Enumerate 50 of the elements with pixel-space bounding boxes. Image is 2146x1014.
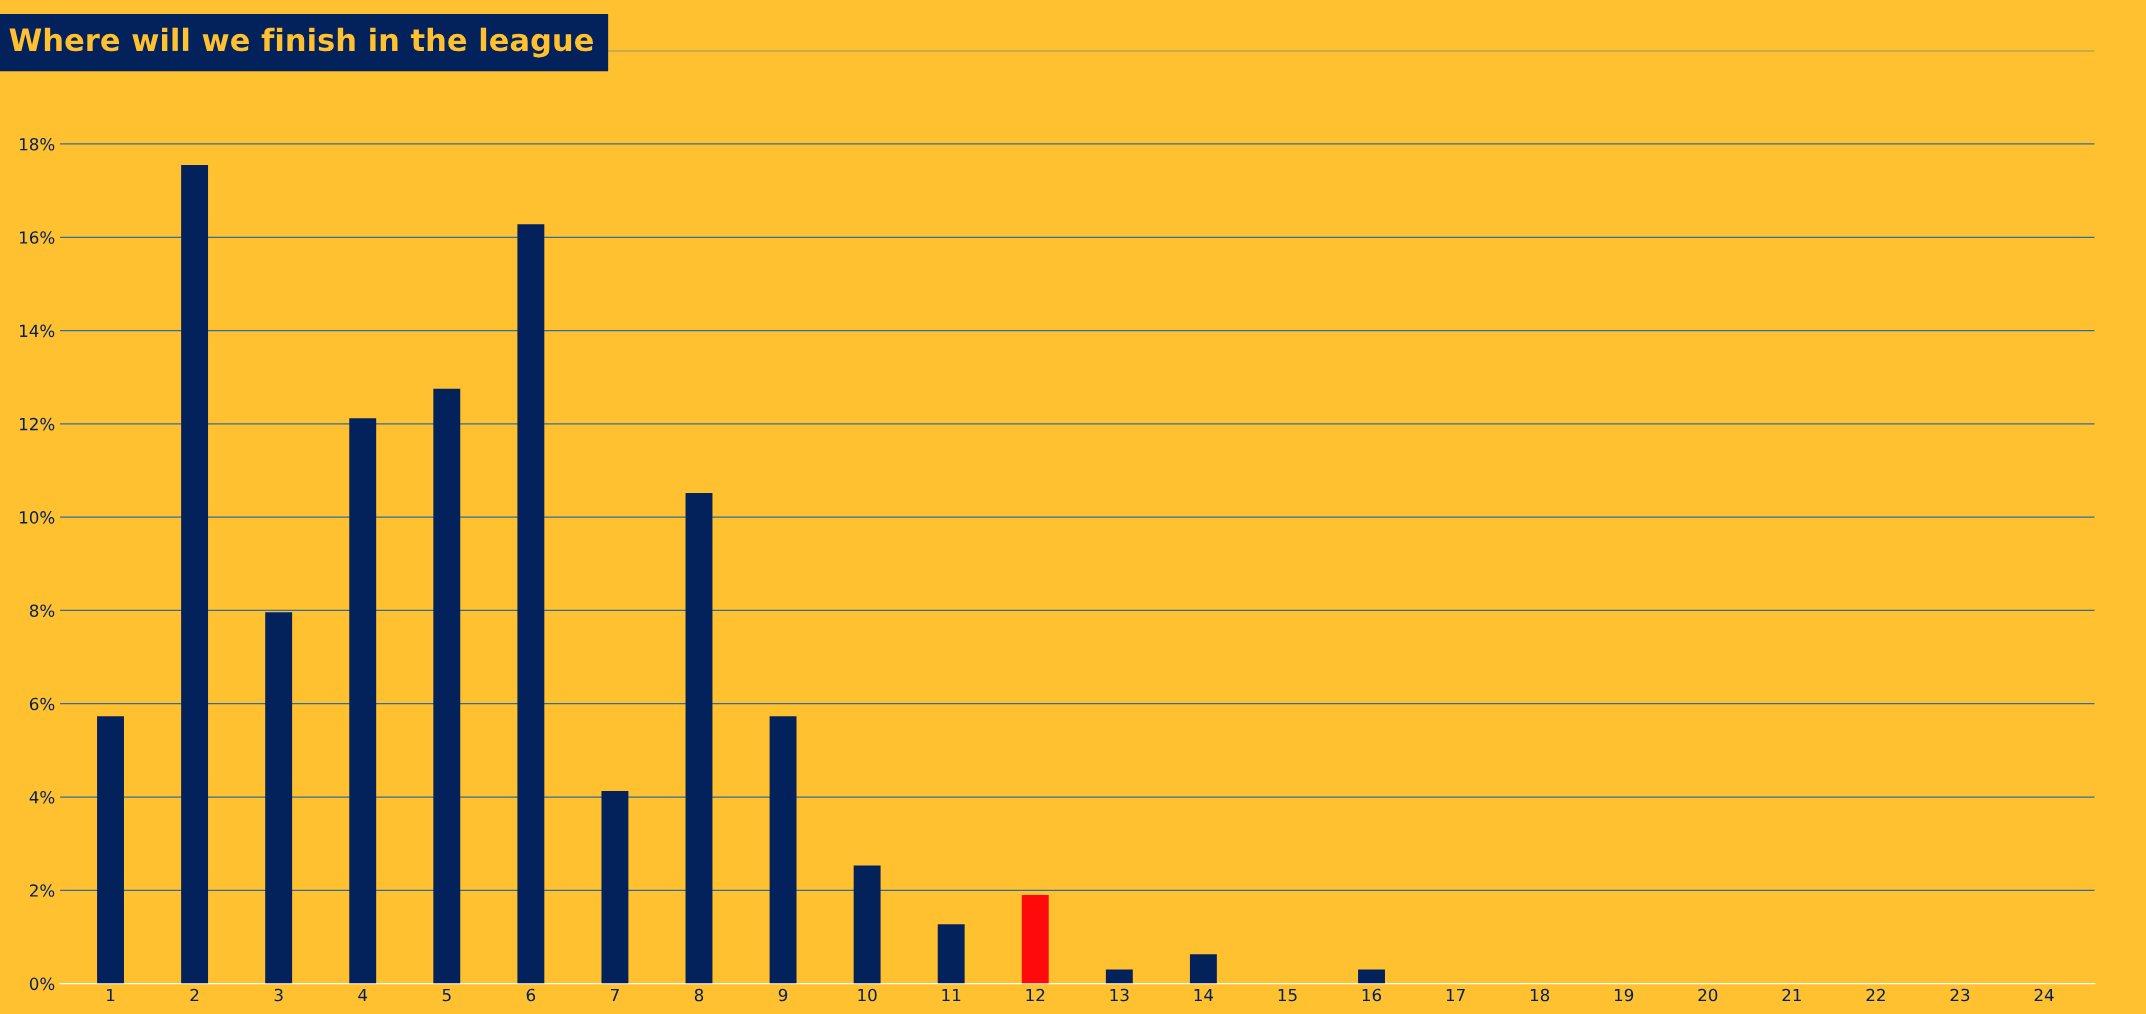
x-tick-label: 20	[1698, 988, 1718, 1002]
bar	[1189, 954, 1217, 984]
x-tick-label: 12	[1026, 988, 1045, 1002]
y-tick-label: 16%	[20, 231, 55, 244]
bar	[1105, 969, 1133, 984]
x-tick-label: 16	[1362, 988, 1382, 1002]
y-tick-label: 18%	[20, 137, 55, 151]
bar	[97, 716, 124, 984]
bar	[349, 418, 377, 984]
bar	[181, 164, 209, 984]
y-tick-label: 12%	[20, 417, 55, 431]
bar	[853, 865, 881, 984]
x-tick-label: 5	[442, 988, 451, 1002]
bar	[601, 790, 629, 984]
x-tick-label: 2	[190, 988, 199, 1002]
x-tick-label: 7	[610, 988, 619, 1002]
x-tick-label: 17	[1446, 988, 1465, 1002]
x-tick-label: 11	[942, 988, 961, 1002]
x-tick-label: 23	[1950, 988, 1970, 1002]
x-tick-label: 1	[107, 988, 115, 1002]
bar	[937, 924, 965, 984]
x-tick-label: 13	[1110, 988, 1129, 1002]
bar	[1358, 969, 1385, 984]
bar	[433, 388, 461, 984]
y-tick-label: 6%	[29, 697, 55, 711]
bar	[685, 492, 713, 984]
x-tick-label: 6	[526, 988, 536, 1002]
y-tick-label: 8%	[29, 604, 55, 617]
x-tick-label: 24	[2034, 988, 2054, 1002]
x-tick-label: 21	[1782, 988, 1801, 1002]
x-tick-label: 19	[1614, 988, 1634, 1002]
y-tick-label: 4%	[29, 790, 55, 804]
y-tick-label: 0%	[29, 977, 55, 991]
x-tick-label: 14	[1194, 988, 1214, 1002]
y-tick-label: 10%	[20, 511, 55, 524]
bar	[517, 224, 545, 984]
y-tick-label: 2%	[30, 884, 55, 897]
bar	[769, 716, 797, 984]
bar	[1021, 894, 1049, 984]
x-tick-label: 9	[778, 988, 788, 1002]
x-tick-label: 18	[1530, 988, 1550, 1002]
y-tick-label: 14%	[20, 324, 55, 338]
x-tick-label: 10	[858, 988, 877, 1002]
x-tick-label: 8	[694, 988, 704, 1002]
x-tick-label: 4	[358, 988, 368, 1002]
bar	[265, 612, 293, 984]
chart-title: Where will we finish in the league	[9, 27, 593, 58]
x-tick-label: 3	[274, 988, 283, 1002]
x-tick-label: 22	[1866, 988, 1885, 1002]
x-tick-label: 15	[1278, 988, 1297, 1002]
